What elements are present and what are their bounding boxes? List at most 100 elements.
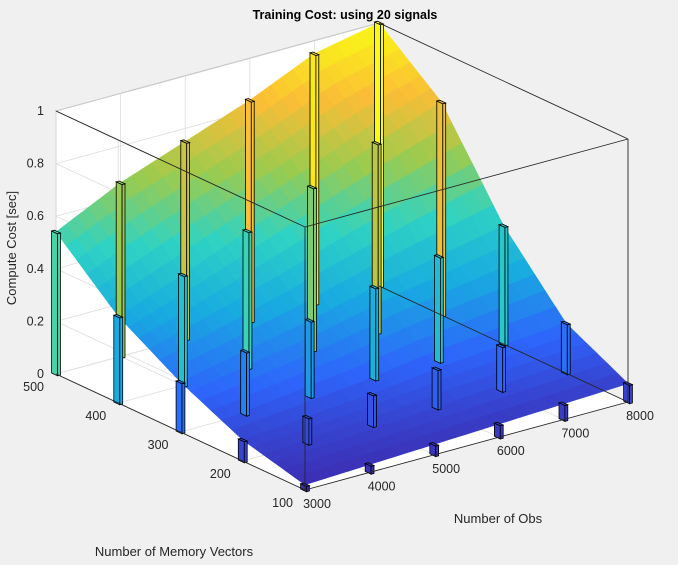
x-tick-label: 5000 [432, 462, 460, 476]
bar-front [308, 417, 313, 446]
bar-top [557, 401, 569, 407]
data-bar [497, 223, 510, 347]
bar-front [502, 346, 507, 393]
bar-front [504, 226, 509, 347]
z-tick-label: 0 [37, 367, 44, 381]
bar-top [50, 229, 62, 235]
y-tick-label: 100 [272, 496, 293, 510]
bar-front [310, 320, 315, 400]
bar-front [375, 287, 380, 382]
bar-front [435, 444, 440, 458]
y-axis-label: Number of Memory Vectors [95, 544, 254, 559]
bar-front [248, 231, 253, 371]
bar-top [241, 228, 254, 234]
bar-top [306, 184, 318, 190]
bar-top [433, 254, 445, 259]
bar-front [373, 394, 377, 429]
data-bars [50, 20, 634, 493]
z-tick-label: 0.4 [27, 262, 44, 276]
data-bar [366, 392, 378, 429]
data-bar [433, 254, 445, 365]
bar-top [366, 392, 378, 397]
top-edge [378, 22, 629, 140]
x-tick-label: 8000 [626, 409, 654, 423]
bar-front [566, 323, 571, 376]
data-bar [301, 414, 313, 446]
bar-front [57, 232, 61, 377]
bar-side [175, 380, 183, 435]
bar-top [430, 366, 443, 371]
data-bar [495, 343, 507, 394]
data-bar [368, 284, 380, 382]
data-bar [239, 349, 251, 417]
bar-top [174, 379, 187, 385]
bar-side [302, 415, 310, 446]
y-tick-label: 400 [85, 409, 106, 423]
bar-front [437, 369, 442, 411]
bar-top [560, 320, 572, 326]
data-bar [306, 184, 318, 353]
grid-line [55, 22, 380, 112]
top-edge [55, 110, 306, 228]
data-bar [115, 180, 127, 359]
bar-top [370, 141, 383, 146]
data-bar [493, 421, 505, 440]
bar-top [239, 349, 251, 354]
data-bar [304, 318, 316, 400]
z-tick-label: 1 [37, 104, 44, 118]
bar-side [431, 367, 439, 411]
bar-top [364, 462, 376, 467]
bar-side [434, 254, 441, 365]
tick-labels: 3000400050006000700080001002003004005000… [23, 104, 654, 511]
bar-side [242, 229, 250, 371]
bar-top [304, 318, 316, 323]
top-edge [304, 138, 629, 228]
axis-lines [55, 22, 629, 491]
bar-top [308, 51, 320, 56]
x-axis-line [304, 401, 629, 491]
bar-side [560, 321, 568, 376]
floor-edge [378, 285, 629, 403]
bar-front [243, 440, 248, 464]
bar-top [115, 180, 127, 186]
bar-front [181, 382, 186, 435]
bar-front [439, 256, 444, 364]
data-bar [430, 366, 443, 411]
z-tick-label: 0.6 [27, 209, 44, 223]
chart-title: Training Cost: using 20 signals [253, 8, 438, 22]
bar-top [493, 421, 505, 427]
bar-side [496, 344, 504, 394]
data-bar [560, 320, 572, 376]
bar-side [177, 273, 185, 388]
bar-front [370, 464, 375, 475]
data-bar [241, 228, 254, 371]
y-tick-label: 300 [148, 438, 169, 452]
bar-front [246, 351, 250, 417]
z-tick-label: 0.8 [27, 157, 44, 171]
bar-top [112, 313, 124, 319]
bar-top [244, 98, 256, 103]
data-bar [174, 379, 187, 435]
y-tick-label: 500 [23, 380, 44, 394]
data-bar [177, 272, 189, 388]
data-bar [50, 229, 62, 377]
bar-top [237, 437, 249, 443]
bar-top [179, 139, 191, 144]
bar-top [435, 99, 447, 105]
y-tick-label: 200 [210, 467, 231, 481]
x-tick-label: 3000 [303, 497, 331, 511]
y-axis-line [55, 373, 306, 491]
bar-side [113, 314, 121, 406]
bar-top [368, 284, 380, 290]
bar-side [51, 230, 58, 377]
x-tick-label: 6000 [497, 444, 525, 458]
bar-top [497, 223, 510, 228]
bar-side [304, 318, 312, 400]
z-axis-label: Compute Cost [sec] [4, 191, 19, 305]
x-tick-label: 4000 [368, 479, 396, 493]
bar-side [240, 349, 248, 417]
bar-side [498, 224, 506, 347]
z-tick-label: 0.2 [27, 314, 44, 328]
